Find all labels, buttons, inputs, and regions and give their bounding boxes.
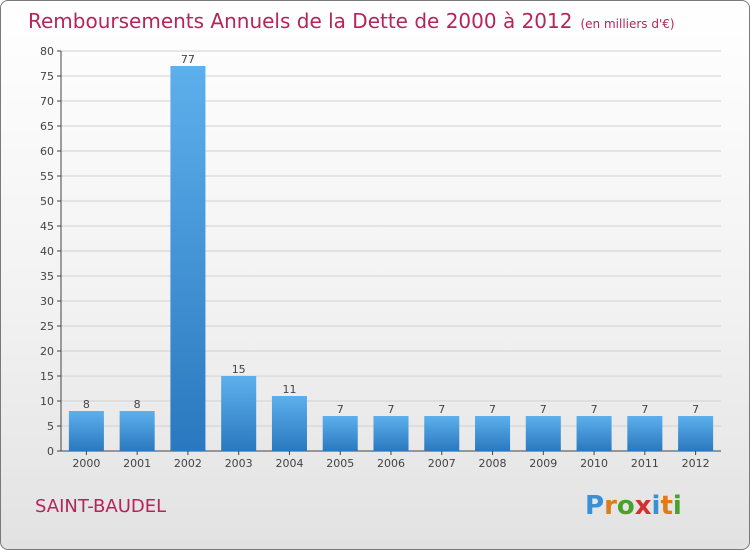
bar	[576, 416, 612, 451]
y-tick-label: 10	[40, 395, 54, 408]
logo-letter: i	[651, 491, 661, 521]
bar	[68, 411, 104, 451]
x-tick-label: 2004	[275, 457, 303, 470]
x-tick-label: 2011	[631, 457, 659, 470]
x-tick-label: 2007	[428, 457, 456, 470]
x-tick-label: 2002	[174, 457, 202, 470]
chart-title-text: Remboursements Annuels de la Dette de 20…	[28, 9, 573, 33]
data-label: 7	[692, 403, 699, 416]
y-tick-label: 80	[40, 45, 54, 58]
logo-letter: r	[604, 491, 617, 521]
chart-title: Remboursements Annuels de la Dette de 20…	[28, 9, 675, 33]
bar	[119, 411, 155, 451]
proxiti-logo: Proxiti	[585, 491, 682, 521]
logo-letter: P	[585, 491, 605, 521]
x-tick-label: 2005	[326, 457, 354, 470]
x-tick-label: 2006	[377, 457, 405, 470]
x-tick-label: 2008	[479, 457, 507, 470]
y-tick-label: 65	[40, 120, 54, 133]
bar	[424, 416, 460, 451]
bar	[678, 416, 714, 451]
chart-unit-note: (en milliers d'€)	[580, 17, 675, 31]
y-tick-label: 5	[47, 420, 54, 433]
x-tick-label: 2012	[682, 457, 710, 470]
x-tick-label: 2003	[225, 457, 253, 470]
logo-letter: i	[672, 491, 682, 521]
logo-letter: o	[616, 491, 635, 521]
bar	[373, 416, 409, 451]
x-tick-label: 2000	[72, 457, 100, 470]
logo-letter: x	[634, 491, 652, 521]
bar	[170, 66, 206, 451]
bar	[627, 416, 663, 451]
data-label: 7	[388, 403, 395, 416]
data-label: 11	[282, 383, 296, 396]
logo-letter: t	[660, 491, 673, 521]
data-label: 8	[134, 398, 141, 411]
data-label: 7	[337, 403, 344, 416]
y-tick-label: 20	[40, 345, 54, 358]
data-label: 7	[489, 403, 496, 416]
data-label: 7	[540, 403, 547, 416]
y-tick-label: 50	[40, 195, 54, 208]
x-tick-label: 2001	[123, 457, 151, 470]
y-tick-label: 15	[40, 370, 54, 383]
data-label: 77	[181, 53, 195, 66]
bar	[271, 396, 307, 451]
bar	[525, 416, 561, 451]
y-tick-label: 40	[40, 245, 54, 258]
y-tick-label: 30	[40, 295, 54, 308]
data-label: 7	[591, 403, 598, 416]
data-label: 7	[438, 403, 445, 416]
y-tick-label: 35	[40, 270, 54, 283]
x-tick-label: 2009	[529, 457, 557, 470]
y-tick-label: 60	[40, 145, 54, 158]
y-tick-label: 0	[47, 445, 54, 458]
y-tick-label: 70	[40, 95, 54, 108]
x-tick-label: 2010	[580, 457, 608, 470]
y-tick-label: 45	[40, 220, 54, 233]
y-tick-label: 25	[40, 320, 54, 333]
y-tick-label: 55	[40, 170, 54, 183]
data-label: 7	[641, 403, 648, 416]
y-tick-label: 75	[40, 70, 54, 83]
data-label: 8	[83, 398, 90, 411]
data-label: 15	[232, 363, 246, 376]
bar	[221, 376, 257, 451]
commune-name: SAINT-BAUDEL	[35, 496, 167, 517]
bar	[475, 416, 511, 451]
bar	[322, 416, 358, 451]
